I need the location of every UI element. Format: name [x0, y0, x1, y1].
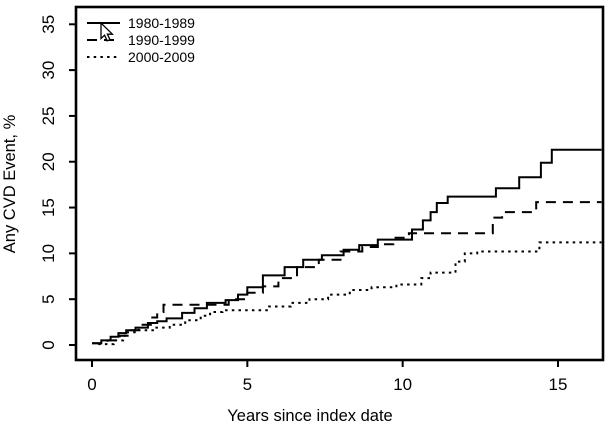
mouse-cursor-icon [100, 21, 114, 42]
plot-area: 0 5 10 15 0 5 10 15 20 25 30 35 1980-19891990-199920… [39, 5, 605, 394]
y-tick-label: 15 [39, 198, 58, 217]
x-tick-label: 0 [87, 375, 96, 394]
legend-label: 1980-1989 [128, 15, 195, 31]
y-tick-label: 30 [39, 61, 58, 80]
x-tick-label: 10 [393, 375, 412, 394]
y-tick-label: 25 [39, 106, 58, 125]
x-axis-title: Years since index date [227, 407, 392, 425]
y-axis-title: Any CVD Event, % [1, 114, 19, 253]
legend-label: 1990-1999 [128, 32, 195, 48]
series-1990-1999 [92, 201, 602, 345]
x-tick-label: 15 [549, 375, 568, 394]
y-tick-label: 0 [39, 340, 58, 349]
y-tick-label: 20 [39, 152, 58, 171]
x-tick-label: 5 [243, 375, 252, 394]
y-tick-label: 5 [39, 294, 58, 303]
y-tick-label: 35 [39, 15, 58, 34]
series-2000-2009 [98, 241, 602, 346]
series-1980-1989 [92, 148, 602, 345]
y-tick-label: 10 [39, 244, 58, 263]
plot-border [74, 5, 605, 362]
legend-label: 2000-2009 [128, 49, 195, 65]
